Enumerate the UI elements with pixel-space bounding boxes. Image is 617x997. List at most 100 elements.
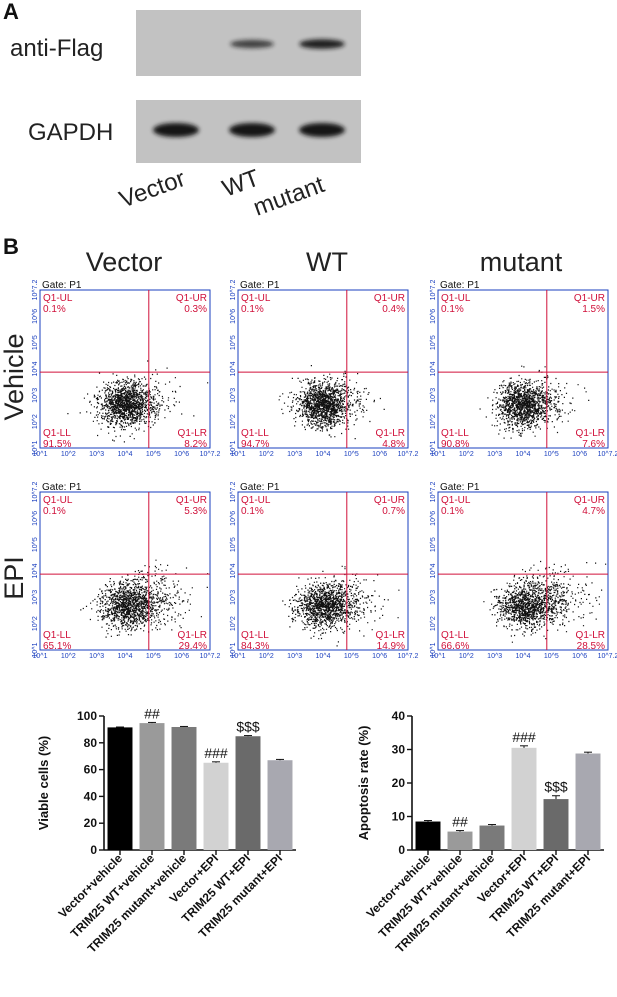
bar	[543, 799, 569, 850]
quadrant-value-lr: 28.5%	[577, 641, 605, 652]
y-axis-tick: 10^1	[32, 440, 39, 455]
x-axis-tick: 10^5	[344, 653, 359, 660]
quadrant-name-ul: Q1-UL	[441, 293, 471, 304]
bar	[139, 723, 165, 850]
y-axis-tick: 10^5	[430, 537, 437, 552]
flow-plot-frame	[39, 289, 211, 449]
x-axis-tick: 10^6	[572, 451, 587, 458]
y-axis-tick: 10^2	[32, 616, 39, 631]
x-axis-tick: 10^1	[33, 653, 48, 660]
quadrant-value-ll: 65.1%	[43, 641, 71, 652]
x-axis-tick: 10^7.2	[398, 451, 419, 458]
panel-b-label: B	[3, 234, 19, 259]
bar	[447, 831, 473, 850]
bar	[235, 736, 261, 850]
quadrant-value-ur: 0.4%	[382, 304, 405, 315]
y-axis-tick: 10^1	[230, 440, 237, 455]
significance-label: ##	[144, 705, 160, 721]
quadrant-name-lr: Q1-LR	[178, 428, 207, 439]
blot-band	[230, 39, 274, 49]
x-axis-tick: 10^2	[61, 451, 76, 458]
column-header-wt: WT	[306, 247, 348, 277]
y-axis-tick: 10^6	[32, 511, 39, 526]
y-axis-tick: 10^5	[430, 335, 437, 350]
y-axis-label: Apoptosis rate (%)	[356, 726, 371, 841]
y-axis-tick: 10^7.2	[430, 481, 437, 502]
quadrant-name-ur: Q1-UR	[374, 293, 405, 304]
x-axis-tick: 10^4	[516, 451, 531, 458]
y-axis-label: Viable cells (%)	[36, 736, 51, 830]
flow-plot-frame	[39, 491, 211, 651]
y-tick-label: 40	[84, 789, 98, 803]
event-cloud	[479, 365, 590, 439]
x-axis-tick: 10^2	[259, 653, 274, 660]
x-axis-tick: 10^1	[431, 451, 446, 458]
quadrant-value-lr: 29.4%	[179, 641, 207, 652]
lane-label-mutant: mutant	[250, 171, 328, 222]
y-tick-label: 0	[90, 843, 97, 857]
x-axis-tick: 10^6	[572, 653, 587, 660]
quadrant-value-ul: 0.1%	[43, 304, 66, 315]
quadrant-value-ll: 90.8%	[441, 439, 469, 450]
quadrant-value-ll: 91.5%	[43, 439, 71, 450]
x-axis-tick: 10^5	[146, 653, 161, 660]
flow-plot-frame	[237, 289, 409, 449]
y-axis-tick: 10^7.2	[32, 481, 39, 502]
bar	[575, 753, 601, 850]
y-axis-tick: 10^4	[430, 361, 437, 376]
panel-b: B Vector WT mutant Vehicle EPI Gate: P1 Q…	[0, 234, 617, 660]
panel-a-label: A	[3, 0, 19, 24]
x-axis-tick: 10^4	[516, 653, 531, 660]
quadrant-name-lr: Q1-LR	[576, 630, 605, 641]
row-header-vehicle: Vehicle	[0, 333, 29, 420]
blot-band	[229, 123, 275, 137]
gate-label: Gate: P1	[42, 482, 82, 493]
x-axis-tick: 10^3	[89, 653, 104, 660]
x-axis-tick: 10^3	[89, 451, 104, 458]
y-axis-tick: 10^2	[230, 616, 237, 631]
quadrant-name-ur: Q1-UR	[176, 495, 207, 506]
y-axis-tick: 10^2	[430, 616, 437, 631]
bar	[107, 727, 133, 850]
quadrant-value-lr: 14.9%	[377, 641, 405, 652]
quadrant-name-lr: Q1-LR	[576, 428, 605, 439]
y-axis-tick: 10^5	[230, 335, 237, 350]
row-header-epi: EPI	[0, 556, 29, 600]
x-axis-tick: 10^6	[372, 451, 387, 458]
significance-label: ###	[204, 745, 228, 761]
column-header-vector: Vector	[86, 247, 163, 277]
y-axis-tick: 10^6	[430, 511, 437, 526]
quadrant-name-lr: Q1-LR	[376, 630, 405, 641]
y-axis-tick: 10^1	[230, 642, 237, 657]
gate-label: Gate: P1	[42, 280, 82, 291]
y-tick-label: 20	[84, 816, 98, 830]
y-axis-tick: 10^6	[430, 309, 437, 324]
y-axis-tick: 10^3	[430, 590, 437, 605]
x-axis-tick: 10^5	[344, 451, 359, 458]
y-axis-tick: 10^7.2	[430, 279, 437, 300]
x-axis-tick: 10^1	[33, 451, 48, 458]
y-axis-tick: 10^4	[32, 563, 39, 578]
quadrant-name-ll: Q1-LL	[441, 428, 469, 439]
y-axis-tick: 10^5	[32, 537, 39, 552]
x-axis-tick: 10^1	[231, 653, 246, 660]
blot-band	[153, 123, 199, 137]
quadrant-value-ll: 94.7%	[241, 439, 269, 450]
quadrant-value-ur: 4.7%	[582, 506, 605, 517]
quadrant-name-ll: Q1-LL	[241, 428, 269, 439]
x-axis-tick: 10^1	[231, 451, 246, 458]
y-tick-label: 30	[392, 743, 406, 757]
quadrant-value-ll: 84.3%	[241, 641, 269, 652]
lane-label-vector: Vector	[116, 165, 189, 214]
quadrant-value-ul: 0.1%	[441, 506, 464, 517]
quadrant-value-lr: 8.2%	[184, 439, 207, 450]
x-axis-tick: 10^3	[487, 653, 502, 660]
blot-band	[299, 39, 345, 49]
